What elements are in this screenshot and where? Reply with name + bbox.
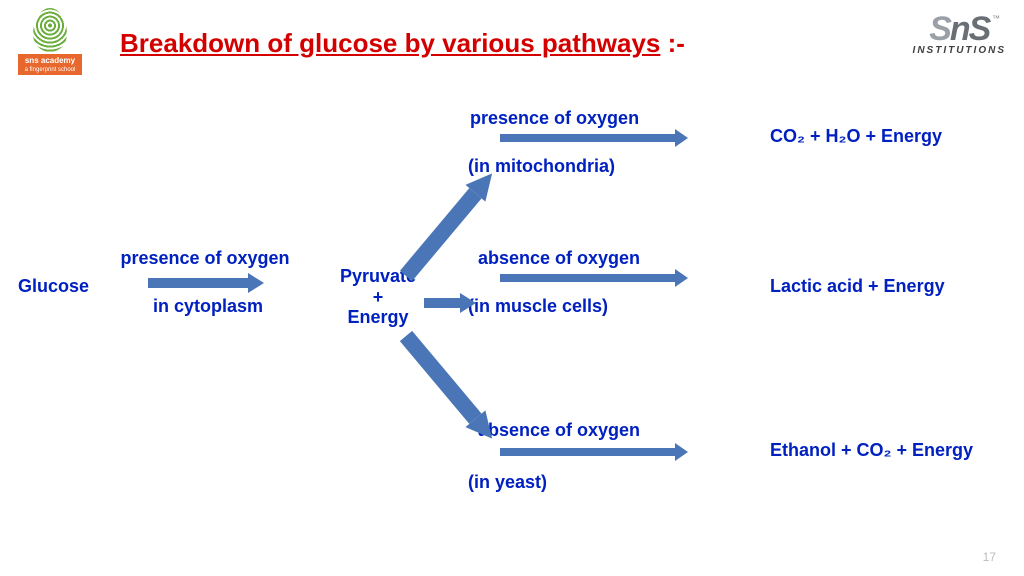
slide-title: Breakdown of glucose by various pathways…	[120, 28, 685, 59]
logo-left-brand: sns academy	[18, 54, 82, 66]
node-step1-bottom: in cytoplasm	[128, 296, 288, 317]
arrow-pyruvate-middle	[424, 298, 460, 308]
logo-left-sub: a fingerprint school	[18, 66, 82, 75]
logo-left: sns academy a fingerprint school	[18, 8, 82, 75]
node-path1-result: CO₂ + H₂O + Energy	[770, 126, 1000, 147]
title-text: Breakdown of glucose by various pathways	[120, 28, 660, 58]
node-path1-top: presence of oxygen	[470, 108, 690, 129]
arrow-glucose-to-pyruvate	[148, 278, 248, 288]
arrow-path3	[500, 448, 675, 456]
trademark: ™	[992, 14, 1000, 23]
node-step1-top: presence of oxygen	[105, 248, 305, 269]
title-suffix: :-	[668, 28, 685, 58]
logo-right-sub: INSTITUTIONS	[913, 45, 1006, 56]
slide: sns academy a fingerprint school ™ SnS I…	[0, 0, 1024, 576]
node-path1-bottom: (in mitochondria)	[468, 156, 688, 177]
logo-right: ™ SnS INSTITUTIONS	[913, 10, 1006, 56]
node-path2-top: absence of oxygen	[478, 248, 698, 269]
arrow-path1	[500, 134, 675, 142]
arrow-pyruvate-down	[400, 331, 482, 424]
arrow-pyruvate-up	[400, 188, 482, 281]
node-path3-result: Ethanol + CO₂ + Energy	[770, 440, 1000, 461]
node-path3-bottom: (in yeast)	[468, 472, 688, 493]
page-number: 17	[983, 550, 996, 564]
node-path2-result: Lactic acid + Energy	[770, 276, 1000, 297]
arrow-path2	[500, 274, 675, 282]
fingerprint-icon	[33, 8, 67, 52]
node-glucose: Glucose	[18, 276, 108, 297]
node-path2-bottom: (in muscle cells)	[468, 296, 688, 317]
node-path3-top: absence of oxygen	[478, 420, 698, 441]
